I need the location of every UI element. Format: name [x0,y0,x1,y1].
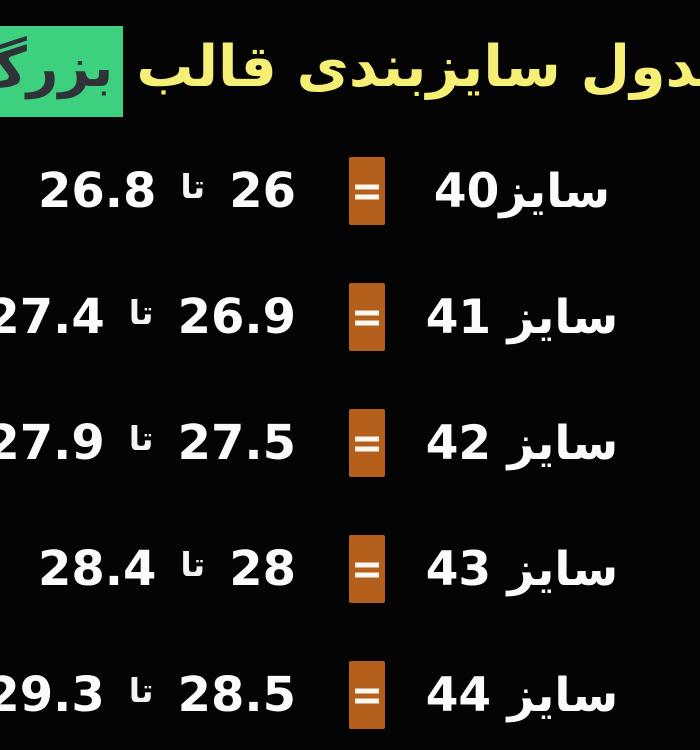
size-table: سایز40 = 26 تا 26.8 سایز 41 = 26.9 تا [0,128,700,750]
size-label: سایز 42 [425,415,619,471]
range-word: تا [128,292,154,332]
size-label: سایز 44 [425,667,619,723]
equals-icon: = [351,669,383,721]
equals-cell: = [312,409,422,477]
range-from: 27.5 [177,415,296,471]
title-text: جدول سایزبندی قالب [136,33,700,100]
table-row: سایز40 = 26 تا 26.8 [0,128,700,254]
chart-title: جدول سایزبندی قالب بزرگ [0,22,700,120]
equals-icon: = [351,417,383,469]
range-word: تا [180,166,206,206]
range-from: 26 [229,163,296,219]
size-range: 26 تا 26.8 [38,163,312,219]
equals-cell: = [312,661,422,729]
equals-icon: = [351,543,383,595]
table-row: سایز 43 = 28 تا 28.4 [0,506,700,632]
title-highlight: بزرگ [0,25,124,117]
range-to: 27.9 [0,415,105,471]
range-to: 27.4 [0,289,105,345]
equals-icon: = [351,165,383,217]
size-label: سایز 41 [425,289,619,345]
range-from: 28 [229,541,296,597]
range-from: 28.5 [177,667,296,723]
size-label: سایز 43 [425,541,619,597]
equals-badge: = [349,283,385,351]
range-word: تا [128,670,154,710]
equals-badge: = [349,661,385,729]
size-range: 28.5 تا 29.3 [0,667,312,723]
size-range: 27.5 تا 27.9 [0,415,312,471]
equals-badge: = [349,535,385,603]
equals-cell: = [312,535,422,603]
size-range: 26.9 تا 27.4 [0,289,312,345]
range-from: 26.9 [177,289,296,345]
range-to: 29.3 [0,667,105,723]
range-to: 26.8 [37,163,157,219]
equals-icon: = [351,291,383,343]
size-range: 28 تا 28.4 [38,541,312,597]
table-row: سایز 44 = 28.5 تا 29.3 [0,632,700,750]
equals-cell: = [312,283,422,351]
table-row: سایز 41 = 26.9 تا 27.4 [0,254,700,380]
size-label: سایز40 [433,163,611,219]
table-row: سایز 42 = 27.5 تا 27.9 [0,380,700,506]
equals-cell: = [312,157,422,225]
equals-badge: = [349,157,385,225]
range-to: 28.4 [37,541,157,597]
range-word: تا [180,544,206,584]
equals-badge: = [349,409,385,477]
range-word: تا [128,418,154,458]
